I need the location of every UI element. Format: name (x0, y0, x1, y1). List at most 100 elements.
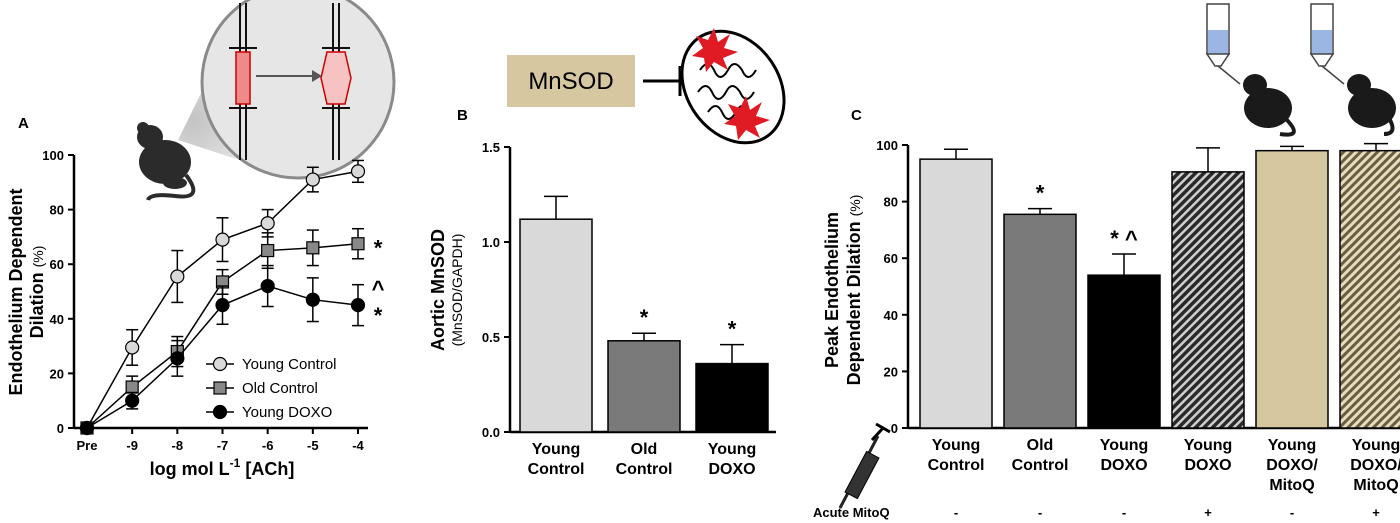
legend-marker (212, 404, 228, 420)
x-tick-label: -8 (172, 438, 184, 453)
x-tick-label: -4 (352, 438, 364, 453)
category-label: Old (1027, 437, 1054, 454)
bar (519, 218, 593, 433)
data-point (351, 237, 365, 251)
bar (1087, 274, 1161, 429)
acute-mitoq-marker: - (1290, 505, 1294, 520)
chart-c-bar: 0 20 40 60 80 100 Young Control * Old Control * ^ Yo… (813, 138, 1400, 520)
significance-marker: * (640, 305, 649, 330)
bar (919, 158, 993, 429)
x-tick-label: -7 (217, 438, 229, 453)
panel-label-b: B (457, 107, 468, 124)
category-label: MitoQ (1269, 477, 1314, 494)
y-tick-label: 100 (42, 148, 64, 163)
mnsod-label: MnSOD (528, 68, 613, 95)
y-axis-title: Endothelium DependentDilation (%) (6, 188, 47, 395)
category-label: DOXO/ (1350, 457, 1400, 474)
legend-marker (213, 381, 227, 395)
legend: Young Control Old Control Young DOXO (206, 356, 337, 421)
category-label: Old (631, 441, 658, 458)
category-label: Young (1100, 437, 1149, 454)
significance-marker: * (374, 303, 383, 328)
y-tick-label: 0.0 (482, 425, 500, 440)
significance-marker: * ^ (1110, 226, 1138, 251)
y-tick-label: 0 (57, 421, 64, 436)
bar (1171, 171, 1245, 429)
bar (1003, 213, 1077, 429)
y-tick-label: 80 (50, 203, 64, 218)
panel-label-c: C (851, 107, 862, 124)
significance-marker: * (374, 236, 383, 261)
legend-label: Old Control (242, 380, 318, 397)
x-tick-label: -9 (126, 438, 138, 453)
category-label: Young (1184, 437, 1233, 454)
category-label: DOXO (708, 461, 755, 478)
data-point (215, 232, 230, 247)
y-tick-label: 1.0 (482, 235, 500, 250)
x-tick-label: Pre (77, 438, 98, 453)
data-point (260, 216, 275, 231)
y-tick-label: 80 (884, 195, 898, 210)
y-axis-title: Peak Endothelium Dependent Dilation (%) (822, 195, 864, 386)
y-tick-label: 1.5 (482, 140, 500, 155)
mnsod-label-box: MnSOD (507, 55, 682, 107)
y-tick-label: 60 (884, 251, 898, 266)
category-label: Young (708, 441, 757, 458)
rat-icon (1243, 74, 1396, 137)
category-label: Control (928, 457, 985, 474)
series-young-doxo (79, 264, 366, 436)
legend-label: Young Control (242, 356, 337, 373)
ros-burst-icon (692, 28, 770, 140)
y-tick-label: 0.5 (482, 330, 500, 345)
y-tick-label: 40 (50, 312, 64, 327)
x-tick-label: -6 (262, 438, 274, 453)
data-point (305, 172, 320, 187)
mitochondrion-icon (680, 29, 786, 145)
y-tick-label: 0 (891, 421, 898, 436)
category-label: Young (1268, 437, 1317, 454)
acute-mitoq-marker: - (1122, 505, 1126, 520)
y-tick-label: 100 (876, 138, 898, 153)
data-point (305, 292, 320, 307)
bar (1339, 149, 1400, 429)
data-point (306, 241, 320, 255)
x-tick-label: -5 (307, 438, 319, 453)
acute-mitoq-marker: - (954, 505, 958, 520)
legend-marker (212, 356, 228, 372)
panel-label-a: A (18, 115, 29, 132)
rat-icon (137, 122, 196, 201)
y-tick-label: 60 (50, 257, 64, 272)
data-point (260, 278, 275, 294)
y-tick-label: 40 (884, 308, 898, 323)
data-point (350, 298, 366, 313)
bar (607, 340, 681, 433)
data-point (170, 351, 185, 366)
chart-b-bar: 0.0 0.5 1.0 1.5 Young Control * Old Control * Youn… (428, 140, 776, 478)
data-point (261, 243, 275, 258)
category-label: Young (1352, 437, 1400, 454)
data-point (125, 380, 139, 394)
category-label: Young (532, 441, 581, 458)
acute-mitoq-marker: + (1204, 505, 1212, 520)
category-label: DOXO (1184, 457, 1231, 474)
category-label: Young (932, 437, 981, 454)
data-point (125, 340, 140, 355)
acute-mitoq-marker: - (1038, 505, 1042, 520)
data-point (350, 164, 366, 179)
significance-marker: * (1036, 181, 1045, 206)
data-point (79, 420, 95, 436)
category-label: Control (616, 461, 673, 478)
significance-marker: ^ (372, 276, 385, 301)
y-axis-title: Aortic MnSOD(MnSOD/GAPDH) (428, 229, 465, 351)
acute-mitoq-label: Acute MitoQ (813, 505, 890, 520)
category-label: DOXO/ (1266, 457, 1318, 474)
category-label: Control (1012, 457, 1069, 474)
chart-a-line: 0 20 40 60 80 100 Pre -9 -8 -7 -6 -5 -4 log mol L-1 [… (6, 148, 385, 479)
acute-mitoq-marker: + (1372, 505, 1380, 520)
data-point (215, 298, 230, 313)
bar (1255, 149, 1329, 429)
significance-marker: * (728, 317, 737, 342)
category-label: DOXO (1100, 457, 1147, 474)
data-point (125, 393, 140, 408)
